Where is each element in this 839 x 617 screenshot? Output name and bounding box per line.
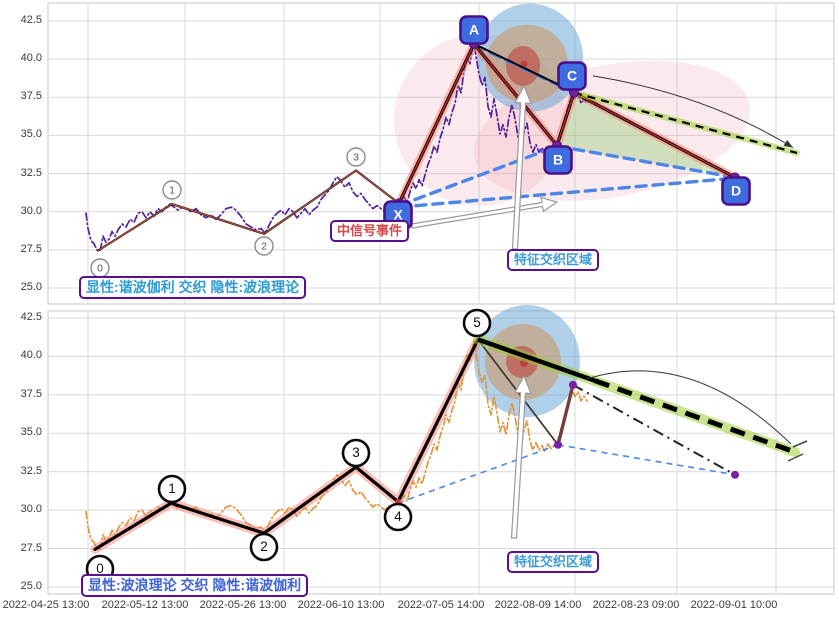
- x-tick-label: 2022-08-23 09:00: [592, 599, 680, 611]
- wave-number-hidden-label: 1: [169, 184, 175, 196]
- y-tick-label: 35.0: [20, 426, 42, 439]
- y-tick-label: 30.0: [20, 204, 42, 217]
- y-tick-label: 40.0: [20, 52, 42, 65]
- y-tick-label: 32.5: [20, 166, 42, 179]
- wave-number-hidden: [346, 147, 366, 167]
- extension-dashed: [573, 91, 798, 155]
- x-tick-label: 2022-05-26 13:00: [199, 599, 287, 611]
- feature-zone-label-top: 特征交织区域: [507, 249, 600, 271]
- y-tick-label: 30.0: [20, 503, 42, 516]
- y-tick-label: 42.5: [20, 311, 42, 323]
- ac-trend-line: [473, 42, 573, 93]
- harmonic-marker-letter: C: [567, 68, 577, 84]
- projection-solid: [477, 337, 596, 383]
- wave-number-label: 4: [394, 509, 402, 524]
- bullseye-center-dot: [520, 60, 528, 68]
- wave-number-hidden: [162, 180, 182, 200]
- white-callout-arrow: [510, 374, 532, 539]
- wave-number-label: 1: [168, 481, 176, 496]
- wave-number-hidden-label: 3: [353, 151, 359, 163]
- price-line-top: [85, 43, 588, 253]
- wave-number: [383, 502, 413, 532]
- x-tick-label: 2022-04-25 13:00: [2, 599, 90, 611]
- harmonic-marker-letter: B: [553, 152, 563, 168]
- harmonic-marker-square: [721, 176, 751, 206]
- reference-arc: [592, 75, 794, 149]
- harmonic-marker-square: [459, 15, 489, 45]
- y-tick-label: 32.5: [20, 464, 42, 477]
- harmonic-marker-letter: X: [393, 207, 403, 223]
- hidden-harmonic-dot: [731, 470, 739, 479]
- y-tick-label: 27.5: [20, 242, 42, 255]
- wave-line-hidden-core: [97, 169, 400, 252]
- harmonic-marker-letter: A: [469, 22, 479, 38]
- hidden-bc-line: [556, 384, 575, 446]
- y-tick-label: 37.5: [20, 387, 42, 400]
- feature-zone-label-bottom: 特征交织区域: [507, 551, 600, 573]
- reference-arc: [584, 370, 792, 445]
- x-tick-label: 2022-06-10 13:00: [297, 599, 385, 611]
- blue-dashed-guide: [557, 444, 736, 476]
- wave-number-hidden-label: 2: [261, 240, 267, 252]
- x-tick-label: 2022-07-05 14:00: [397, 599, 485, 611]
- x-tick-label: 2022-05-12 13:00: [101, 599, 189, 611]
- blue-dashed-guide: [555, 144, 737, 180]
- y-tick-label: 25.0: [20, 280, 42, 293]
- x-tick-label: 2022-09-01 10:00: [690, 599, 778, 611]
- wave-number-label: 2: [260, 539, 268, 554]
- projection-dashed: [594, 378, 796, 455]
- y-tick-label: 27.5: [20, 541, 42, 554]
- plot-frame: [47, 310, 835, 595]
- wave-number: [249, 532, 279, 562]
- harmonic-marker-square: [543, 145, 573, 175]
- white-callout-arrow: [511, 84, 532, 250]
- y-tick-label: 35.0: [20, 128, 42, 141]
- y-tick-label: 42.5: [20, 14, 42, 26]
- mode-label-top: 显性:谐波伽利 交织 隐性:波浪理论: [79, 276, 307, 299]
- hidden-cd-dashdot: [572, 383, 736, 476]
- harmonic-marker-square: [557, 61, 587, 91]
- wave-number-label: 5: [473, 315, 481, 330]
- wave-line: [93, 337, 480, 551]
- y-tick-label: 40.0: [20, 349, 42, 362]
- arc-arrowhead: [783, 139, 793, 148]
- wave-number-hidden-label: 0: [97, 262, 103, 274]
- blue-dashed-guide: [397, 176, 737, 209]
- wave-number: [157, 474, 187, 504]
- blue-dashed-guide: [397, 144, 559, 208]
- plot-frame: [47, 2, 835, 305]
- wave-number-hidden: [254, 236, 274, 256]
- x-tick-label: 2022-08-09 14:00: [494, 599, 582, 611]
- wave-number-label: 0: [96, 561, 104, 576]
- signal-event-label: 中信号事件: [330, 220, 410, 242]
- y-tick-label: 25.0: [20, 579, 42, 592]
- wave-number: [462, 308, 492, 338]
- hidden-harmonic-dot: [554, 440, 562, 449]
- projection-end-ticks: [787, 440, 808, 462]
- wave-number-label: 3: [352, 445, 360, 460]
- harmonic-marker-letter: D: [731, 183, 741, 199]
- mode-label-bottom: 显性:波浪理论 交织 隐性:谐波伽利: [81, 574, 309, 597]
- wave-number: [341, 438, 371, 468]
- hidden-harmonic-dot: [569, 380, 577, 389]
- y-tick-label: 37.5: [20, 90, 42, 103]
- white-callout-arrow: [410, 196, 559, 229]
